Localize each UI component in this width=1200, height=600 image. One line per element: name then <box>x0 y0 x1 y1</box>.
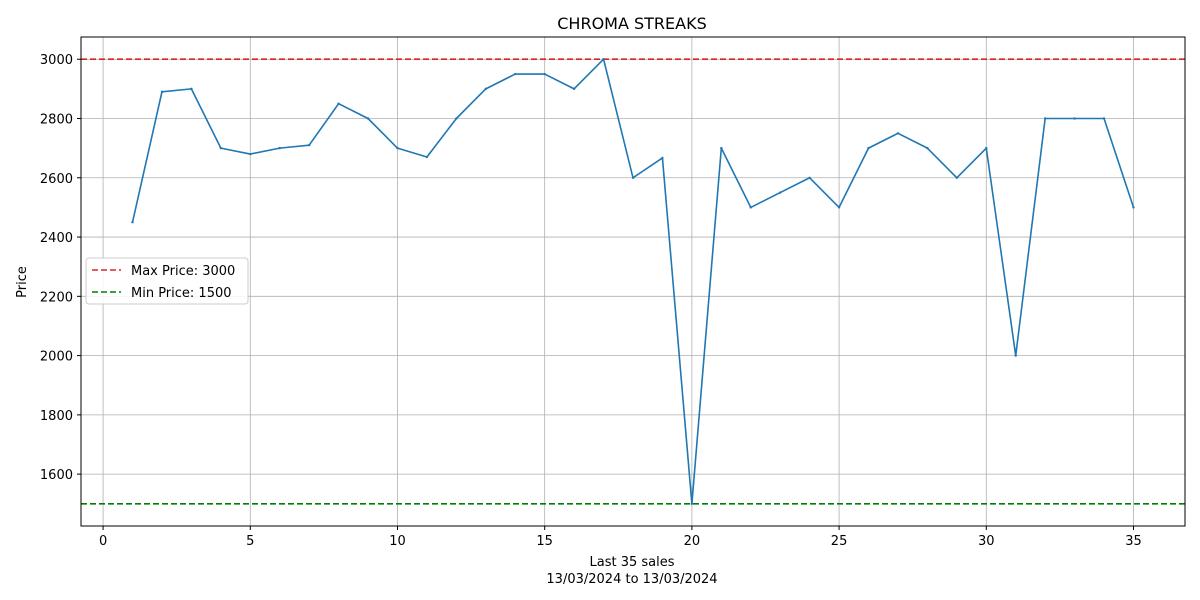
price-point <box>1073 117 1076 120</box>
x-tick-label: 35 <box>1125 534 1142 549</box>
price-point <box>160 90 164 94</box>
price-point <box>985 146 988 150</box>
x-tick-label: 30 <box>978 534 995 549</box>
price-point <box>955 176 959 179</box>
plot-frame <box>80 36 1186 527</box>
y-axis-label: Price <box>15 266 30 298</box>
chart-title: CHROMA STREAKS <box>557 14 707 33</box>
x-tick-label: 25 <box>831 534 848 549</box>
y-tick-label: 2800 <box>40 113 73 128</box>
price-point <box>131 221 134 224</box>
price-point <box>337 102 340 105</box>
price-point <box>779 191 782 194</box>
price-point <box>631 176 635 179</box>
price-point <box>190 87 193 91</box>
y-tick-label: 1600 <box>40 468 73 483</box>
price-point <box>808 176 811 179</box>
x-tick-label: 5 <box>246 534 254 549</box>
legend-label-max: Max Price: 3000 <box>131 264 235 279</box>
price-point <box>219 146 223 150</box>
price-point <box>1043 117 1047 120</box>
x-tick-label: 0 <box>99 534 107 549</box>
y-axis-ticks: 1600 1800 2000 2200 2400 2600 2800 3000 <box>40 53 81 483</box>
price-point <box>720 146 723 150</box>
x-tick-label: 15 <box>536 534 553 549</box>
y-tick-label: 2000 <box>40 350 73 365</box>
price-point <box>837 206 841 209</box>
x-axis-label: Last 35 sales <box>589 555 674 570</box>
price-point <box>425 155 429 159</box>
price-point <box>867 146 870 150</box>
price-point <box>1102 117 1106 120</box>
price-point <box>896 132 900 135</box>
reference-lines <box>81 58 1185 505</box>
legend: Max Price: 3000 Min Price: 1500 <box>85 257 249 305</box>
price-point <box>1014 354 1017 357</box>
y-tick-label: 2400 <box>40 231 73 246</box>
x-tick-label: 20 <box>684 534 701 549</box>
price-point <box>278 146 281 150</box>
legend-label-min: Min Price: 1500 <box>131 286 232 301</box>
price-point <box>543 72 546 76</box>
price-point <box>514 72 517 76</box>
price-point <box>249 152 252 156</box>
x-tick-label: 10 <box>389 534 406 549</box>
price-point <box>661 156 664 160</box>
y-tick-label: 3000 <box>40 53 73 68</box>
price-point <box>749 206 752 209</box>
price-point <box>572 87 576 91</box>
price-point <box>396 146 399 150</box>
price-point <box>1132 206 1135 209</box>
price-point <box>926 146 929 150</box>
y-tick-label: 2600 <box>40 172 73 187</box>
y-tick-label: 1800 <box>40 409 73 424</box>
price-point <box>366 117 370 120</box>
legend-box <box>85 257 249 305</box>
price-point <box>690 502 694 505</box>
x-axis-sublabel: 13/03/2024 to 13/03/2024 <box>546 572 717 587</box>
price-point <box>484 87 487 91</box>
price-point <box>455 117 458 120</box>
y-tick-label: 2200 <box>40 290 73 305</box>
series-layer <box>131 58 1135 505</box>
x-axis-ticks: 0 5 10 15 20 25 30 35 <box>99 526 1142 549</box>
price-point <box>307 143 311 147</box>
price-point <box>602 58 605 61</box>
